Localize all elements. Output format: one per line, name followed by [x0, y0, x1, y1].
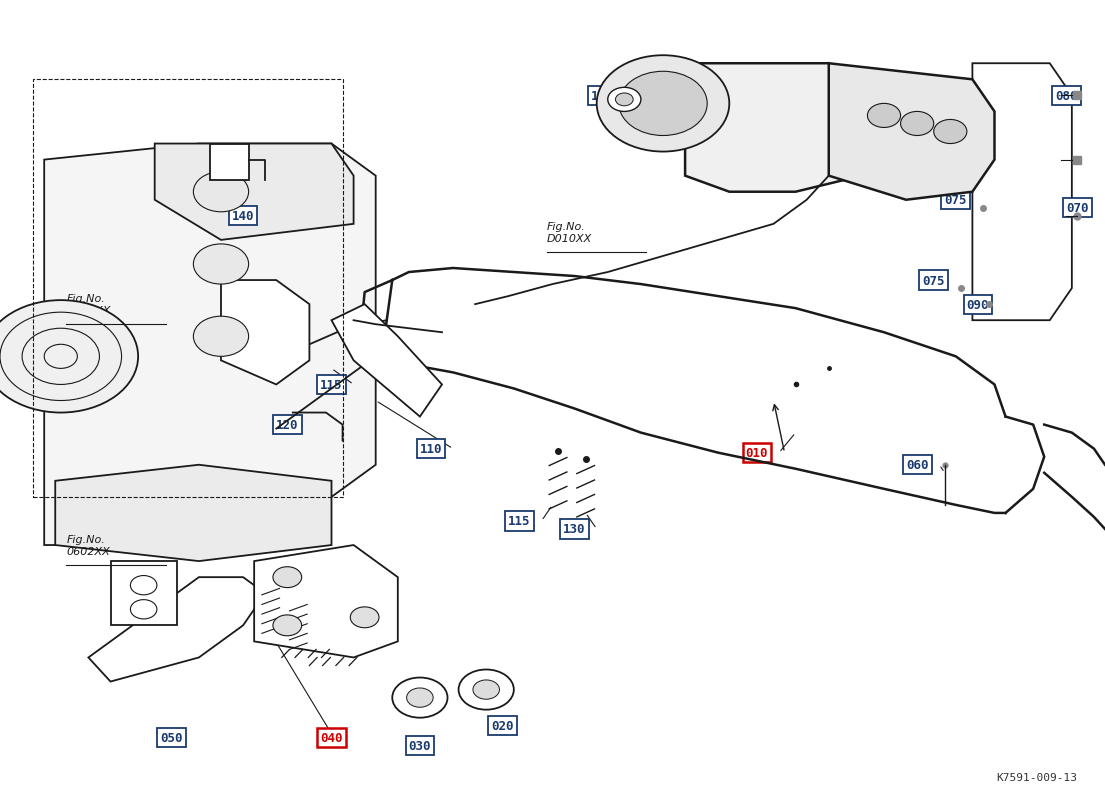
Text: K7591-009-13: K7591-009-13	[997, 772, 1077, 782]
Circle shape	[867, 104, 901, 128]
Text: 120: 120	[276, 419, 298, 431]
Polygon shape	[254, 545, 398, 658]
Text: 115: 115	[320, 379, 343, 391]
Polygon shape	[210, 144, 249, 180]
Circle shape	[459, 670, 514, 710]
Polygon shape	[55, 465, 332, 561]
Text: Fig.No.
0602XX: Fig.No. 0602XX	[66, 535, 110, 556]
Circle shape	[193, 317, 249, 357]
Text: 130: 130	[564, 523, 586, 536]
Circle shape	[130, 576, 157, 595]
Bar	[33, 80, 343, 497]
Polygon shape	[110, 561, 177, 626]
Circle shape	[193, 245, 249, 285]
Text: Fig.No.
D010XX: Fig.No. D010XX	[547, 222, 592, 243]
Circle shape	[273, 615, 302, 636]
Circle shape	[597, 56, 729, 152]
Text: 100: 100	[591, 90, 613, 103]
Polygon shape	[221, 281, 309, 385]
Polygon shape	[155, 144, 354, 241]
Text: 030: 030	[409, 739, 431, 752]
Circle shape	[407, 688, 433, 707]
Text: 140: 140	[232, 210, 254, 223]
Polygon shape	[88, 577, 265, 682]
Text: 070: 070	[1066, 202, 1088, 215]
Circle shape	[934, 120, 967, 144]
Circle shape	[619, 72, 707, 136]
Text: 115: 115	[508, 515, 530, 528]
Polygon shape	[332, 305, 442, 417]
Polygon shape	[829, 64, 994, 200]
Circle shape	[615, 94, 633, 107]
Text: 040: 040	[320, 731, 343, 744]
Text: 075: 075	[945, 194, 967, 207]
Text: 110: 110	[420, 443, 442, 456]
Text: 090: 090	[967, 298, 989, 311]
Circle shape	[608, 88, 641, 112]
Circle shape	[130, 600, 157, 619]
Circle shape	[193, 172, 249, 213]
Circle shape	[273, 567, 302, 588]
Text: 050: 050	[160, 731, 182, 744]
Polygon shape	[685, 64, 906, 192]
Polygon shape	[44, 144, 376, 545]
Text: 010: 010	[746, 447, 768, 460]
Text: Fig.No.
C420XX: Fig.No. C420XX	[66, 294, 110, 315]
Polygon shape	[392, 269, 1044, 513]
Circle shape	[473, 680, 499, 699]
Text: 020: 020	[492, 719, 514, 732]
Text: 060: 060	[906, 459, 928, 472]
Circle shape	[901, 112, 934, 136]
Text: 075: 075	[923, 274, 945, 287]
Text: 080: 080	[1055, 90, 1077, 103]
Circle shape	[0, 301, 138, 413]
Polygon shape	[972, 64, 1072, 321]
Circle shape	[350, 607, 379, 628]
Circle shape	[392, 678, 448, 718]
